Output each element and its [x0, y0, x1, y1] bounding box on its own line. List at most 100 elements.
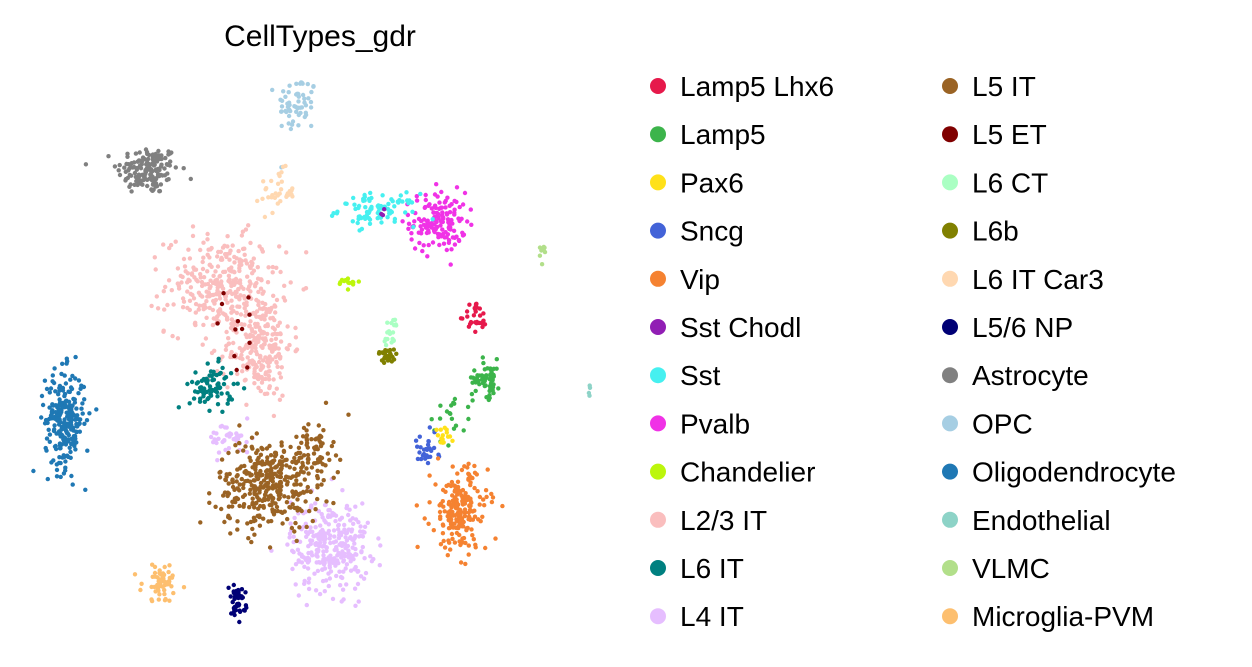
data-point: [228, 248, 233, 253]
data-point: [313, 588, 319, 593]
data-point: [288, 280, 293, 285]
data-point: [234, 290, 239, 295]
data-point: [309, 504, 314, 509]
data-point: [117, 162, 122, 168]
data-point: [270, 264, 275, 270]
data-point: [62, 420, 67, 425]
data-point: [198, 387, 204, 392]
data-point: [321, 562, 327, 567]
data-point: [458, 509, 464, 514]
data-point: [136, 174, 142, 179]
data-point: [224, 329, 229, 335]
data-point: [415, 456, 421, 462]
data-point: [146, 156, 151, 162]
data-point: [360, 501, 365, 506]
data-point: [389, 359, 394, 364]
cluster-l6-it: [176, 356, 247, 414]
data-point: [311, 451, 317, 456]
data-point: [237, 619, 242, 625]
data-point: [489, 499, 495, 505]
legend-item: VLMC: [942, 553, 1050, 584]
data-point: [356, 279, 361, 284]
data-point: [190, 224, 196, 229]
data-point: [473, 329, 478, 334]
data-point: [284, 500, 290, 505]
data-point: [276, 346, 281, 351]
data-point: [217, 371, 222, 377]
data-point: [74, 429, 79, 435]
data-point: [57, 455, 62, 460]
data-point: [279, 454, 285, 460]
data-point: [325, 451, 330, 456]
data-point: [227, 257, 232, 262]
data-point: [192, 389, 198, 394]
data-point: [437, 200, 442, 205]
data-point: [229, 317, 235, 322]
data-point: [331, 500, 336, 506]
data-point: [470, 509, 475, 514]
data-point: [84, 418, 90, 423]
data-point: [245, 345, 250, 350]
data-point: [419, 227, 425, 232]
data-point: [80, 401, 85, 406]
data-point: [56, 392, 61, 397]
data-point: [49, 460, 54, 465]
data-point: [425, 446, 431, 451]
data-point: [326, 522, 331, 527]
data-point: [353, 206, 358, 212]
data-point: [290, 489, 295, 494]
data-point: [194, 277, 199, 283]
data-point: [463, 561, 468, 567]
data-point: [263, 355, 268, 360]
data-point: [270, 87, 275, 93]
legend-label: L5 ET: [972, 119, 1047, 150]
data-point: [450, 235, 456, 240]
data-point: [274, 386, 279, 391]
data-point: [447, 203, 452, 208]
data-point: [226, 491, 232, 496]
data-point: [276, 171, 281, 177]
data-point: [316, 509, 321, 514]
data-point: [222, 312, 228, 317]
data-point: [294, 538, 299, 544]
data-point: [244, 439, 249, 445]
legend-marker: [942, 560, 958, 576]
data-point: [244, 300, 249, 305]
data-point: [74, 406, 79, 411]
data-point: [467, 503, 472, 509]
data-point: [51, 380, 57, 386]
data-point: [241, 286, 246, 291]
data-point: [317, 438, 322, 444]
data-point: [386, 201, 391, 207]
data-point: [322, 502, 328, 508]
data-point: [449, 416, 455, 421]
data-point: [418, 224, 423, 229]
data-point: [448, 547, 453, 552]
data-point: [258, 314, 264, 320]
legend-marker: [650, 511, 666, 528]
data-point: [308, 541, 313, 547]
data-point: [340, 587, 346, 592]
legend-label: L6 CT: [972, 167, 1048, 198]
data-point: [213, 316, 218, 321]
data-point: [254, 486, 259, 491]
data-point: [383, 351, 388, 357]
data-point: [417, 434, 422, 439]
data-point: [481, 360, 486, 366]
data-point: [205, 269, 210, 274]
data-point: [215, 394, 220, 399]
data-point: [219, 391, 224, 396]
data-point: [235, 519, 240, 524]
data-point: [200, 266, 206, 272]
data-point: [286, 113, 292, 119]
data-point: [229, 265, 234, 270]
data-point: [475, 489, 480, 494]
data-point: [205, 361, 210, 366]
data-point: [72, 397, 78, 402]
data-point: [395, 199, 400, 204]
data-point: [468, 207, 473, 212]
data-point: [73, 447, 78, 452]
data-point: [466, 416, 471, 422]
cluster-l2-3-it: [203, 250, 300, 419]
data-point: [257, 523, 263, 528]
